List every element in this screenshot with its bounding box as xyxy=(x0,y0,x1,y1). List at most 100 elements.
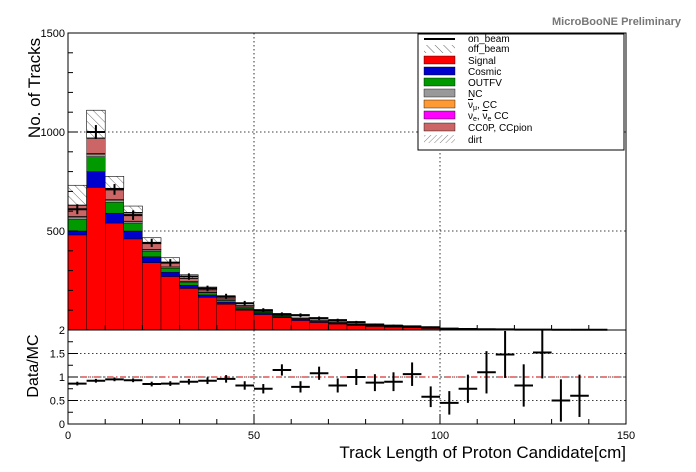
ratio-point xyxy=(365,374,385,392)
bar-signal xyxy=(346,325,366,331)
bar-outfv xyxy=(142,250,162,257)
bar-nc xyxy=(104,200,124,203)
bar-outfv xyxy=(216,300,236,303)
on-beam-point xyxy=(68,204,87,215)
ratio-point xyxy=(328,378,347,393)
legend-dirt-symbol xyxy=(424,135,455,143)
bar-signal xyxy=(179,288,199,331)
ratio-point xyxy=(86,378,106,383)
ratio-point xyxy=(570,374,589,417)
ratio-point xyxy=(402,362,422,386)
bar-cc0p_ccpion xyxy=(86,138,106,154)
bar-outfv xyxy=(67,218,87,232)
ratio-point xyxy=(384,372,403,392)
on-beam-point xyxy=(440,327,459,330)
legend-dirt-label: dirt xyxy=(468,135,482,146)
legend-numubar-symbol xyxy=(423,99,456,109)
bar-signal xyxy=(216,304,236,331)
bar-off-beam xyxy=(309,319,329,321)
ratio-point xyxy=(551,379,571,422)
on-beam-point xyxy=(309,316,329,320)
ratio-point xyxy=(495,330,515,378)
on-beam-point xyxy=(235,300,254,306)
bar-signal xyxy=(328,323,348,331)
bar-signal xyxy=(86,187,106,331)
bar-signal xyxy=(197,297,217,331)
legend-numubar-label: νμ, CC xyxy=(468,100,497,112)
legend-off-beam-symbol xyxy=(424,45,455,53)
on-beam-point xyxy=(328,318,347,322)
y-tick-label: 1500 xyxy=(41,28,65,40)
bar-outfv xyxy=(197,292,217,296)
y-tick-label: 1000 xyxy=(41,127,65,139)
bar-signal xyxy=(104,222,124,331)
ratio-point xyxy=(272,364,292,376)
bar-signal xyxy=(123,238,143,331)
x-tick-label: 50 xyxy=(248,430,260,442)
y-tick-label: 500 xyxy=(47,226,65,238)
legend-off-beam-label: off_beam xyxy=(468,44,510,55)
bar-outfv xyxy=(235,307,255,309)
legend-cosmic-label: Cosmic xyxy=(468,67,501,78)
bar-outfv xyxy=(104,202,124,214)
legend-nue-symbol xyxy=(423,110,456,120)
bar-off-beam xyxy=(290,316,311,319)
ratio-y-tick-label: 1.5 xyxy=(50,349,65,361)
ratio-point xyxy=(142,381,161,387)
bar-cosmic xyxy=(123,230,143,240)
ratio-y-tick-label: 0 xyxy=(59,419,65,431)
on-beam-point xyxy=(477,328,496,331)
on-beam-point xyxy=(142,238,161,248)
on-beam-point xyxy=(272,312,292,316)
ratio-point xyxy=(533,330,552,379)
legend: on_beam off_beam Signal Cosmic OUTFV NC … xyxy=(417,33,625,151)
legend-nue-label: νe, νe CC xyxy=(468,111,509,123)
ratio-point xyxy=(105,377,124,382)
legend-signal-symbol xyxy=(423,55,456,65)
ratio-point xyxy=(254,384,273,394)
ratio-panel-ylabel: Data/MC xyxy=(25,334,42,397)
bar-cosmic xyxy=(142,256,162,263)
on-beam-point xyxy=(86,125,106,139)
legend-nc-label: NC xyxy=(468,89,482,100)
bar-signal xyxy=(365,326,385,331)
on-beam-point xyxy=(384,324,403,327)
bar-cosmic xyxy=(104,212,124,224)
ratio-point xyxy=(179,378,199,385)
on-beam-point xyxy=(365,323,385,326)
bar-cosmic xyxy=(216,302,236,305)
bar-outfv xyxy=(160,268,180,273)
on-beam-point xyxy=(216,293,236,299)
ratio-point xyxy=(68,381,87,386)
bar-cosmic xyxy=(86,171,106,188)
ratio-y-tick-label: 2 xyxy=(59,325,65,337)
ratio-y-tick-label: 1 xyxy=(59,372,65,384)
ratio-point xyxy=(291,381,310,393)
on-beam-point xyxy=(105,184,124,195)
x-tick-label: 0 xyxy=(65,430,71,442)
ratio-point xyxy=(458,374,478,403)
bar-signal xyxy=(291,320,311,331)
on-beam-point xyxy=(291,313,310,317)
bar-cosmic xyxy=(235,308,255,311)
legend-outfv-label: OUTFV xyxy=(468,78,502,89)
ratio-point xyxy=(477,351,496,394)
bar-signal xyxy=(235,310,255,331)
bar-off-beam xyxy=(328,321,348,323)
ratio-point xyxy=(198,377,217,385)
bar-cosmic xyxy=(67,230,87,236)
ratio-point xyxy=(514,364,533,407)
on-beam-point xyxy=(458,328,478,331)
ratio-point xyxy=(123,378,143,383)
on-beam-point xyxy=(123,210,143,220)
legend-cc0p-label: CC0P, CCpion xyxy=(468,123,532,134)
bar-cosmic xyxy=(197,294,217,298)
bar-off-beam xyxy=(346,323,366,325)
ratio-point xyxy=(235,381,254,390)
ratio-point xyxy=(421,386,440,408)
legend-cosmic-symbol xyxy=(423,66,456,76)
watermark-text: MicroBooNE Preliminary xyxy=(552,16,682,28)
ratio-point xyxy=(440,391,459,415)
on-beam-point xyxy=(254,308,273,313)
